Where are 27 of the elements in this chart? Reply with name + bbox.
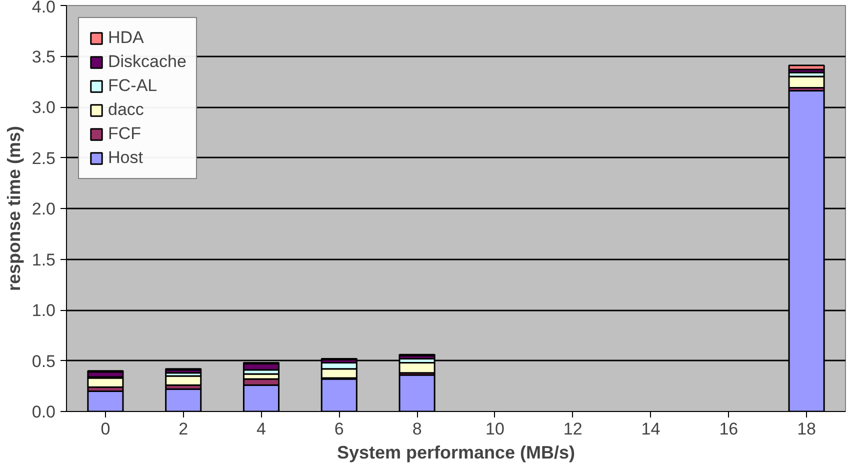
y-axis-title: response time (ms): [4, 126, 24, 292]
x-tick-label: 18: [797, 420, 816, 438]
x-tick-label: 2: [178, 420, 188, 438]
legend-label: FCF: [108, 124, 142, 144]
y-tick-label: 0.5: [32, 352, 56, 371]
y-tick-label: 0.0: [32, 402, 56, 422]
y-tick-label: 1.0: [32, 301, 56, 320]
y-tick-label: 3.5: [32, 47, 56, 66]
legend-label: FC-AL: [108, 76, 158, 96]
legend-label: dacc: [108, 100, 144, 120]
y-tick-label: 3.0: [32, 98, 56, 117]
y-tick-label: 4.0: [32, 0, 56, 16]
x-axis-title: System performance (MB/s): [336, 442, 576, 462]
x-tick-label: 0: [100, 420, 110, 438]
legend-label: HDA: [108, 28, 144, 48]
y-tick-label: 2.5: [32, 148, 56, 168]
x-tick-label: 6: [334, 420, 344, 438]
x-tick-label: 4: [256, 420, 266, 438]
legend-label: Diskcache: [108, 52, 186, 72]
x-tick-label: 10: [485, 420, 504, 438]
y-tick-label: 2.0: [32, 200, 56, 218]
x-tick-label: 14: [641, 420, 660, 438]
y-tick-label: 1.5: [32, 250, 56, 270]
legend-label: Host: [108, 148, 143, 168]
x-tick-label: 12: [563, 420, 582, 438]
x-tick-label: 16: [719, 420, 738, 438]
x-tick-label: 8: [412, 420, 422, 438]
